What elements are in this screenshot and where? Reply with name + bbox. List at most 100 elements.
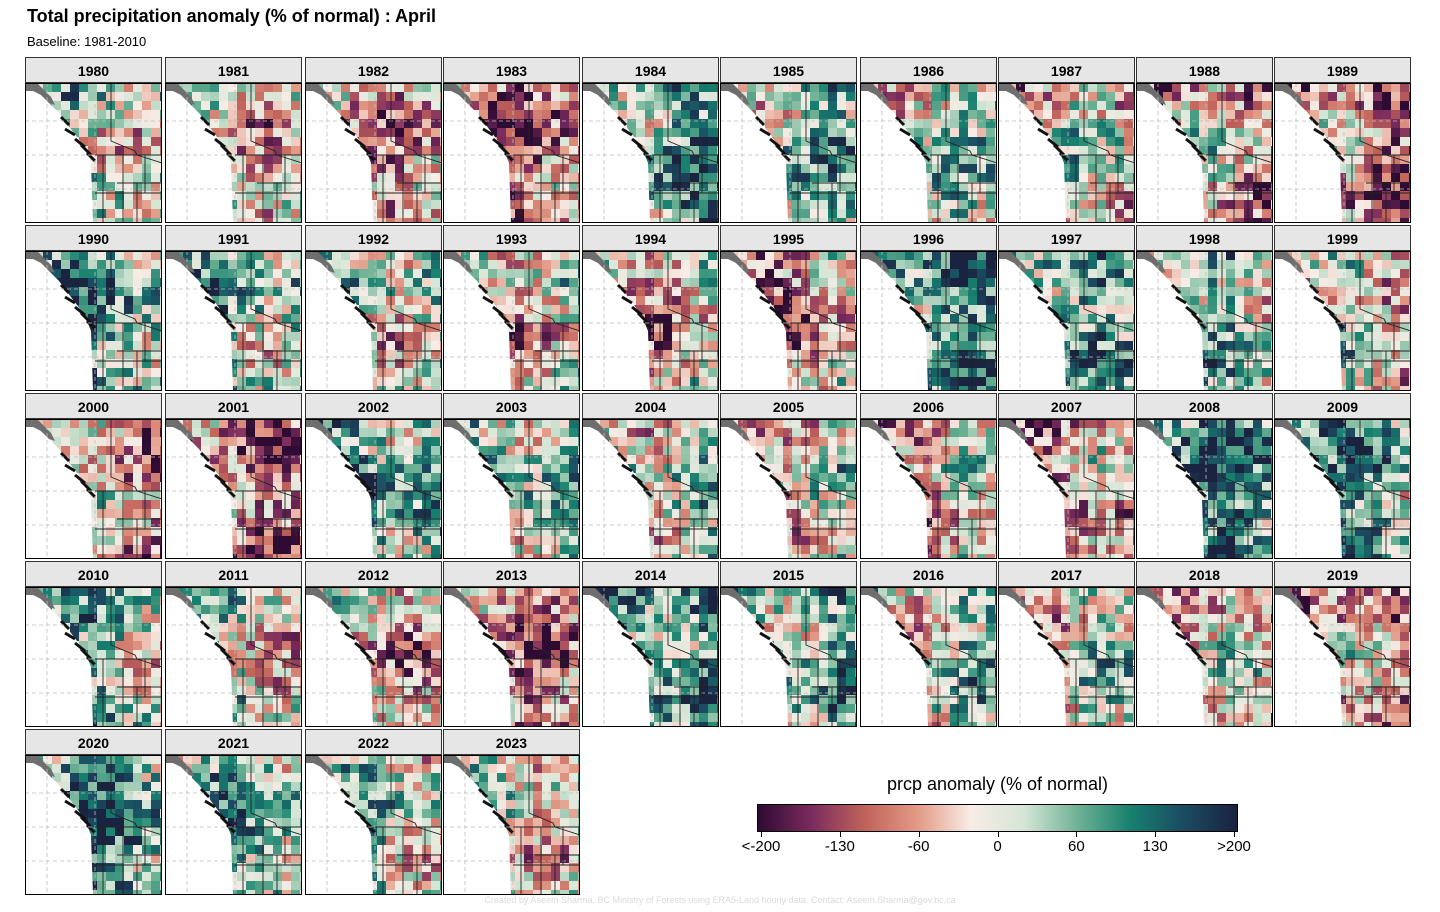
island-outline (1334, 151, 1346, 163)
credit-text: Created by Aseem Sharma, BC Ministry of … (484, 895, 956, 905)
year-panel: 1995 (720, 225, 857, 391)
island-outline (365, 487, 377, 499)
island-outline (503, 487, 515, 499)
island-outline (759, 295, 771, 305)
island-outline (503, 319, 515, 331)
island-outline (199, 451, 211, 463)
island-outline (64, 631, 76, 641)
year-panel: 1996 (860, 225, 997, 391)
year-panel: 2012 (305, 561, 442, 727)
island-outline (482, 127, 494, 137)
year-panel: 2004 (582, 393, 719, 559)
coastal-mask (860, 83, 890, 105)
year-label: 2000 (25, 393, 162, 419)
island-outline (920, 151, 932, 163)
anomaly-map (998, 587, 1135, 727)
island-outline (59, 115, 71, 127)
year-label: 1997 (998, 225, 1135, 251)
legend-tick-label: -130 (824, 838, 855, 855)
anomaly-map (860, 587, 997, 727)
year-label: 1987 (998, 57, 1135, 83)
island-outline (754, 619, 766, 631)
ocean-area (25, 593, 93, 727)
island-outline (199, 283, 211, 295)
ocean-area (1136, 89, 1204, 223)
island-outline (204, 463, 216, 473)
ocean-area (582, 425, 650, 559)
island-outline (339, 283, 351, 295)
year-panel: 1987 (998, 57, 1135, 223)
island-outline (894, 115, 906, 127)
year-label: 2010 (25, 561, 162, 587)
coastal-mask (25, 755, 55, 777)
ocean-area (1274, 425, 1342, 559)
anomaly-map (165, 419, 302, 559)
ocean-area (165, 761, 233, 895)
year-panel: 2020 (25, 729, 162, 895)
island-outline (616, 115, 628, 127)
coastal-mask (1136, 251, 1166, 273)
year-label: 2002 (305, 393, 442, 419)
island-outline (85, 487, 97, 499)
island-outline (344, 463, 356, 473)
ocean-area (582, 89, 650, 223)
legend-tick-label: 0 (993, 838, 1002, 855)
anomaly-map (720, 83, 857, 223)
anomaly-map (860, 83, 997, 223)
island-outline (1037, 463, 1049, 473)
island-outline (920, 319, 932, 331)
island-outline (365, 319, 377, 331)
coastal-mask (25, 83, 55, 105)
island-outline (1170, 115, 1182, 127)
anomaly-map (582, 419, 719, 559)
island-outline (1032, 619, 1044, 631)
island-outline (759, 631, 771, 641)
island-outline (642, 151, 654, 163)
island-outline (59, 451, 71, 463)
legend-tick (839, 832, 841, 837)
island-outline (64, 799, 76, 809)
island-outline (477, 115, 489, 127)
island-outline (1032, 283, 1044, 295)
year-panel: 2001 (165, 393, 302, 559)
coastal-mask (305, 83, 335, 105)
year-panel: 2006 (860, 393, 997, 559)
coastal-mask (1136, 587, 1166, 609)
island-outline (754, 283, 766, 295)
coastal-mask (998, 83, 1028, 105)
anomaly-map (1136, 587, 1273, 727)
year-panel: 2015 (720, 561, 857, 727)
ocean-area (860, 257, 928, 391)
coastal-mask (165, 587, 195, 609)
anomaly-map (1136, 251, 1273, 391)
anomaly-map (1136, 83, 1273, 223)
anomaly-map (165, 755, 302, 895)
island-outline (1308, 619, 1320, 631)
year-panel: 2002 (305, 393, 442, 559)
anomaly-map (443, 83, 580, 223)
year-panel: 2018 (1136, 561, 1273, 727)
island-outline (225, 487, 237, 499)
island-outline (477, 451, 489, 463)
year-label: 2004 (582, 393, 719, 419)
legend-tick-label: 130 (1142, 838, 1168, 855)
year-panel: 1983 (443, 57, 580, 223)
island-outline (780, 655, 792, 667)
island-outline (621, 463, 633, 473)
anomaly-map (305, 251, 442, 391)
island-outline (365, 823, 377, 835)
year-label: 1999 (1274, 225, 1411, 251)
island-outline (920, 655, 932, 667)
year-panel: 1997 (998, 225, 1135, 391)
year-panel: 1980 (25, 57, 162, 223)
anomaly-map (1274, 587, 1411, 727)
coastal-mask (305, 419, 335, 441)
anomaly-map (1274, 83, 1411, 223)
year-label: 2018 (1136, 561, 1273, 587)
year-label: 2003 (443, 393, 580, 419)
coastal-mask (720, 251, 750, 273)
island-outline (899, 463, 911, 473)
island-outline (642, 487, 654, 499)
year-panel: 2019 (1274, 561, 1411, 727)
coastal-mask (165, 755, 195, 777)
